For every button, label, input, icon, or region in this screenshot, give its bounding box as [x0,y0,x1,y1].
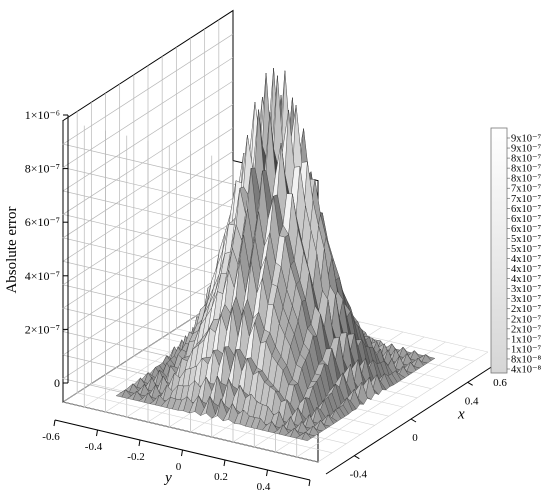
colorbar-label: 1x10⁻⁷ [511,334,542,345]
axes: 0 2×10⁻⁷ 4×10⁻⁷ 6×10⁻⁷ 8×10⁻⁷ 1×10⁻⁶ Absolute … [4,108,507,492]
z-tick-label: 4×10⁻⁷ [25,269,60,283]
x-tick [354,455,360,460]
colorbar-label: 3x10⁻⁷ [511,294,542,305]
y-tick [266,469,268,477]
x-tick-label: -0.4 [350,469,368,481]
colorbar-label: 8x10⁻⁷ [511,174,542,185]
colorbar-label: 3x10⁻⁷ [511,284,542,295]
error-surface [115,68,436,441]
colorbar-label: 8x10⁻⁷ [511,164,542,175]
z-tick-label: 0 [54,376,60,390]
colorbar-label: 7x10⁻⁷ [511,194,542,205]
y-tick-label: 0.2 [214,471,228,483]
y-tick-label: -0.6 [42,431,60,443]
x-tick-label: 0.4 [465,395,479,407]
y-tick [308,479,311,487]
colorbar-label: 4x10⁻⁷ [511,264,542,275]
x-axis-label: x [457,407,465,423]
z-tick-label: 1×10⁻⁶ [25,108,60,122]
colorbar-label: 6x10⁻⁷ [511,224,542,235]
colorbar-label: 2x10⁻⁷ [511,304,542,315]
colorbar-label: 4x10⁻⁷ [511,274,542,285]
colorbar-bar [490,127,508,374]
colorbar-label: 1x10⁻⁷ [511,344,542,355]
y-tick-label: -0.4 [85,441,103,453]
colorbar-label: 5x10⁻⁷ [511,234,542,245]
colorbar-label: 6x10⁻⁷ [511,204,542,215]
x-tick [467,381,473,386]
z-tick-label: 8×10⁻⁷ [25,162,60,176]
colorbar-label: 6x10⁻⁷ [511,214,542,225]
y-tick [96,429,98,437]
y-axis-label: y [163,470,172,486]
z-tick-label: 6×10⁻⁷ [25,215,60,229]
z-tick-label: 2×10⁻⁷ [25,322,60,336]
floor-gridline [296,346,467,458]
colorbar-label: 2x10⁻⁷ [511,314,542,325]
y-tick-label: 0 [176,461,182,473]
x-tick [410,418,417,423]
colorbar-label: 8x10⁻⁷ [511,154,542,165]
colorbar-label: 2x10⁻⁷ [511,324,542,335]
x-tick-label: 0 [412,432,418,444]
y-tick [223,459,226,467]
z-axis-label: Absolute error [4,206,20,293]
y-tick [181,449,183,457]
colorbar-label: 9x10⁻⁷ [511,144,542,155]
colorbar-label: 5x10⁻⁷ [511,244,542,255]
colorbar-label: 8x10⁻⁸ [511,354,542,365]
colorbar: 9x10⁻⁷9x10⁻⁷8x10⁻⁷8x10⁻⁷8x10⁻⁷7x10⁻⁷7x10… [490,127,542,376]
colorbar-label: 4x10⁻⁸ [511,365,542,376]
colorbar-label: 7x10⁻⁷ [511,184,542,195]
x-tick-label: 0.6 [493,377,507,389]
y-tick [53,419,56,427]
y-tick [138,439,141,447]
colorbar-label: 9x10⁻⁷ [511,134,542,145]
y-tick-label: 0.4 [257,481,271,492]
colorbar-label: 4x10⁻⁷ [511,254,542,265]
floor-gridline [317,351,489,463]
surface-facet [301,431,312,441]
y-tick-label: -0.2 [127,451,144,463]
